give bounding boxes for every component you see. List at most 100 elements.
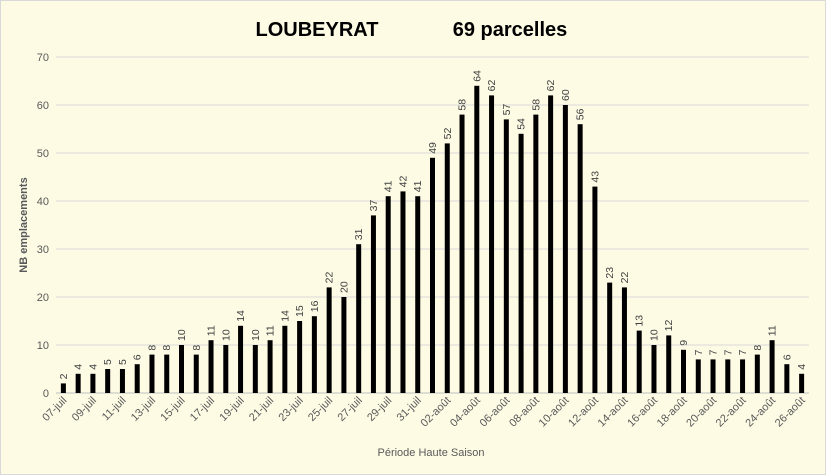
bar	[681, 349, 686, 393]
data-label: 22	[619, 272, 631, 284]
bar	[651, 345, 657, 393]
bar	[577, 124, 583, 393]
bar	[238, 325, 244, 393]
data-label: 49	[427, 142, 439, 154]
data-label: 2	[58, 373, 70, 379]
bar	[208, 340, 214, 393]
bar	[459, 114, 465, 393]
bar	[326, 287, 332, 393]
bar	[252, 345, 258, 393]
bar	[636, 330, 642, 393]
data-label: 6	[132, 354, 144, 360]
bar	[370, 215, 376, 393]
data-label: 58	[457, 99, 469, 111]
y-tick-label: 30	[37, 244, 49, 256]
bar	[533, 114, 539, 393]
bar	[607, 282, 613, 393]
y-tick-label: 70	[37, 52, 49, 64]
data-label: 10	[648, 329, 660, 341]
data-label: 10	[220, 329, 232, 341]
chart-title-left: LOUBEYRAT	[256, 19, 379, 41]
y-tick-label: 60	[37, 100, 49, 112]
bar	[164, 354, 170, 393]
bar	[415, 196, 421, 393]
data-label: 9	[678, 340, 690, 346]
y-tick-label: 0	[43, 388, 49, 400]
bar	[179, 345, 184, 393]
chart-title-right: 69 parcelles	[453, 19, 568, 41]
bar	[592, 186, 598, 393]
data-label: 14	[235, 310, 247, 322]
data-label: 41	[412, 180, 424, 192]
y-tick-label: 20	[37, 292, 49, 304]
bars	[60, 85, 805, 394]
bar	[444, 143, 450, 393]
y-tick-label: 50	[37, 148, 49, 160]
data-label: 43	[589, 171, 601, 183]
data-label: 22	[324, 272, 336, 284]
data-label: 13	[634, 315, 646, 327]
y-axis-label: NB emplacements	[18, 177, 30, 272]
data-label: 11	[265, 325, 277, 336]
bar	[740, 359, 746, 393]
data-label: 62	[486, 80, 498, 92]
bar	[621, 287, 627, 393]
data-label: 14	[279, 310, 291, 322]
data-label: 10	[250, 329, 262, 341]
data-label: 57	[501, 104, 513, 116]
data-label: 4	[796, 364, 808, 370]
data-label: 8	[161, 345, 173, 351]
bar	[134, 364, 140, 393]
bar	[503, 119, 509, 394]
data-label: 8	[752, 345, 764, 351]
data-label: 37	[368, 200, 380, 212]
data-label: 56	[575, 108, 587, 120]
data-label: 7	[693, 349, 705, 355]
y-tick-label: 40	[37, 196, 49, 208]
data-label: 16	[309, 300, 321, 312]
bar	[267, 340, 273, 393]
y-axis-ticks: 0 10 20 30 40 50 60 70	[37, 52, 49, 400]
data-label: 42	[397, 176, 409, 188]
bar	[754, 354, 760, 393]
data-label: 6	[781, 354, 793, 360]
bar	[90, 373, 96, 393]
bar	[562, 105, 568, 393]
bar	[784, 364, 790, 393]
data-label: 4	[87, 364, 99, 370]
bar	[60, 383, 66, 393]
bar	[119, 369, 125, 393]
data-label: 12	[663, 320, 675, 332]
bar	[548, 95, 554, 394]
x-axis-label: Période Haute Saison	[377, 447, 484, 459]
data-label: 23	[604, 267, 616, 279]
data-label: 8	[191, 345, 203, 351]
data-label: 52	[442, 128, 454, 140]
bar	[666, 335, 672, 393]
data-label: 7	[722, 349, 734, 355]
bar	[356, 244, 362, 393]
data-label: 4	[73, 364, 85, 370]
bar	[75, 373, 81, 393]
bar	[710, 359, 716, 393]
bar	[474, 85, 480, 394]
bar	[518, 133, 524, 394]
bar	[430, 157, 435, 393]
data-label: 5	[102, 359, 114, 365]
data-label: 10	[176, 329, 188, 341]
data-label: 31	[353, 228, 365, 240]
bar	[223, 345, 229, 393]
y-tick-label: 10	[37, 340, 49, 352]
bar	[282, 325, 288, 393]
data-label: 15	[294, 305, 306, 317]
data-label: 11	[206, 325, 218, 336]
bar	[725, 359, 731, 393]
bar	[311, 316, 317, 393]
data-label: 20	[338, 281, 350, 293]
bar	[695, 359, 701, 393]
bar	[105, 369, 111, 393]
bar	[385, 196, 391, 393]
